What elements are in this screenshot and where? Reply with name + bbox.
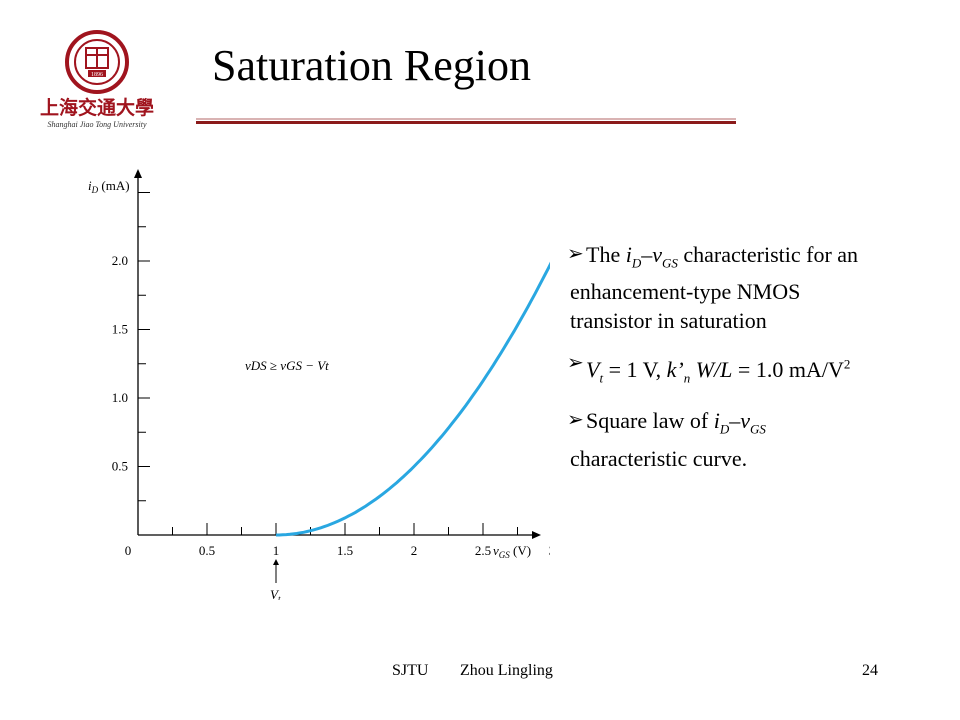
logo-english-name: Shanghai Jiao Tong University [47, 120, 146, 129]
university-logo: 1896 上海交通大學 Shanghai Jiao Tong Universit… [40, 30, 154, 129]
chart-annotation: vDS ≥ vGS − Vt [245, 358, 329, 373]
bullet-item-3: ➢ Square law of iD–vGS characteristic cu… [567, 406, 870, 472]
bullet-text: k’ [666, 356, 684, 382]
bullet-text: GS [749, 421, 766, 437]
arrow-bullet-icon: ➢ [567, 409, 584, 432]
y-tick-label: 1.5 [112, 322, 128, 337]
bullet-text: i [713, 408, 720, 434]
vt-arrow-head-icon [273, 559, 279, 565]
bullet-text: i [625, 242, 632, 267]
y-tick-label: 1.0 [112, 390, 128, 405]
bullet-item-1: ➢ The iD–vGS characteristic for an enhan… [567, 240, 870, 335]
id-vgs-chart: 0 0.5 1 1.5 2 2.5 3 0.5 1.0 1.5 2.0 iD (mA) vGS (V… [88, 169, 550, 600]
bullet-text: n [683, 370, 691, 386]
logo-chinese-name: 上海交通大學 [40, 96, 154, 119]
bullet-text: 2 [843, 356, 851, 372]
series-line [276, 261, 550, 537]
bullet-text: V [586, 356, 600, 382]
bullet-item-2: ➢ Vt = 1 V, k’n W/L = 1.0 mA/V2 [567, 349, 870, 392]
x-tick-label: 0.5 [199, 543, 215, 558]
seal-icon: 1896 [65, 30, 129, 94]
page-number: 24 [862, 662, 878, 679]
bullet-text: v [740, 408, 750, 434]
arrow-bullet-icon: ➢ [567, 243, 584, 265]
chart-ticks: 0 0.5 1 1.5 2 2.5 3 0.5 1.0 1.5 2.0 [112, 192, 550, 558]
chart-axes [134, 169, 541, 539]
x-tick-label: 2 [411, 543, 418, 558]
bullet-text: characteristic for an enhancement-type N… [570, 242, 859, 334]
y-axis-arrow-icon [134, 169, 142, 178]
bullet-text: characteristic curve. [570, 445, 748, 471]
y-tick-label: 2.0 [112, 253, 128, 268]
bullet-text: v [652, 242, 662, 267]
logo-year: 1896 [91, 72, 103, 78]
slide-title: Saturation Region [212, 41, 531, 90]
x-axis-arrow-icon [532, 531, 541, 539]
bullet-text: Square law of [586, 408, 714, 434]
bullet-text: = 1.0 mA/V [732, 356, 844, 382]
bullet-text: t [599, 370, 604, 386]
bullet-text: – [729, 408, 741, 434]
bullet-text: GS [661, 255, 678, 271]
vt-label: Vt [270, 587, 281, 600]
vt-marker: Vt [270, 559, 281, 600]
x-tick-label: 1 [273, 543, 280, 558]
bullet-text: – [641, 242, 653, 267]
bullet-text: D [631, 255, 642, 271]
bullet-text: = 1 V, [603, 356, 667, 382]
footer-author: Zhou Lingling [460, 662, 553, 679]
x-tick-label: 0 [125, 543, 132, 558]
x-axis-label: vGS (V) [493, 543, 531, 560]
arrow-bullet-icon: ➢ [567, 352, 584, 375]
bullet-text: D [719, 421, 730, 437]
bullet-list: ➢ The iD–vGS characteristic for an enhan… [567, 240, 870, 487]
x-tick-label: 1.5 [337, 543, 353, 558]
x-tick-label: 3 [549, 543, 550, 558]
bullet-text: W/L [690, 356, 733, 382]
y-tick-label: 0.5 [112, 459, 128, 474]
y-axis-label: iD (mA) [88, 178, 130, 195]
title-rule [196, 118, 736, 124]
x-tick-label: 2.5 [475, 543, 491, 558]
bullet-text: The [586, 242, 626, 267]
footer-institution: SJTU [392, 662, 429, 679]
